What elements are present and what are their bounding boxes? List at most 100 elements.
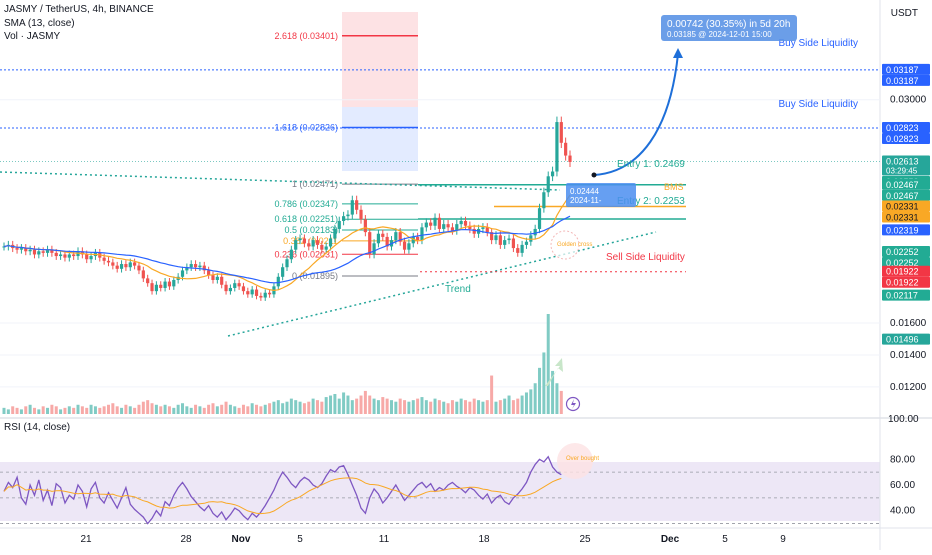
candle-body[interactable]: [472, 228, 476, 234]
candle-body[interactable]: [511, 238, 515, 249]
candle-body[interactable]: [315, 240, 320, 245]
candle-body[interactable]: [333, 228, 337, 239]
candle-body[interactable]: [102, 257, 106, 261]
price-tag[interactable]: [882, 121, 930, 133]
candle-body[interactable]: [141, 270, 145, 279]
candle-body[interactable]: [267, 292, 272, 295]
candle-body[interactable]: [520, 244, 524, 253]
candle-body[interactable]: [294, 240, 298, 250]
rsi-pane[interactable]: Over bought: [0, 443, 880, 525]
over-bought-marker[interactable]: [557, 443, 593, 479]
candle-body[interactable]: [324, 246, 328, 250]
candle-body[interactable]: [276, 276, 280, 287]
candle-body[interactable]: [524, 241, 529, 245]
price-tag[interactable]: [882, 132, 930, 144]
candle-body[interactable]: [193, 264, 198, 268]
candle-body[interactable]: [420, 227, 424, 241]
time-axis[interactable]: 21 28 Nov 5 11 18 25 Dec 5 9: [80, 534, 786, 545]
candle-body[interactable]: [485, 227, 489, 233]
candle-body[interactable]: [198, 265, 202, 268]
candle-body[interactable]: [154, 284, 158, 292]
candle-body[interactable]: [328, 238, 333, 247]
candle-body[interactable]: [507, 238, 511, 241]
candle-body[interactable]: [372, 243, 376, 255]
candle-body[interactable]: [250, 289, 254, 295]
candle-body[interactable]: [385, 236, 389, 247]
candle-body[interactable]: [19, 248, 24, 250]
candle-body[interactable]: [529, 235, 533, 242]
currency-label[interactable]: USDT: [890, 8, 918, 19]
candle-body[interactable]: [550, 171, 555, 177]
candle-body[interactable]: [119, 264, 124, 269]
candle-body[interactable]: [228, 287, 232, 292]
candle-body[interactable]: [376, 233, 381, 244]
price-axis[interactable]: 0.03000 0.01600 0.01400 0.01200 0.031870.031…: [882, 63, 930, 425]
candle-body[interactable]: [37, 251, 41, 255]
trend-line[interactable]: [227, 231, 657, 337]
candle-body[interactable]: [72, 254, 76, 257]
candle-body[interactable]: [128, 262, 132, 268]
candle-body[interactable]: [537, 208, 542, 229]
candle-body[interactable]: [320, 244, 324, 250]
candle-body[interactable]: [546, 176, 550, 193]
candle-body[interactable]: [54, 252, 58, 257]
candle-body[interactable]: [363, 219, 367, 233]
projection-anchor[interactable]: [591, 172, 597, 178]
price-tag[interactable]: [882, 289, 930, 301]
rsi-axis[interactable]: 80.00 60.00 40.00: [890, 454, 915, 516]
candle-body[interactable]: [259, 295, 263, 298]
candle-body[interactable]: [446, 224, 450, 228]
candle-body[interactable]: [89, 256, 93, 260]
candle-body[interactable]: [63, 254, 67, 258]
candle-body[interactable]: [263, 292, 267, 298]
candle-body[interactable]: [180, 270, 185, 277]
candle-body[interactable]: [289, 249, 293, 260]
price-tag[interactable]: [882, 155, 930, 176]
candle-body[interactable]: [490, 232, 494, 241]
candle-body[interactable]: [185, 267, 189, 271]
candle-body[interactable]: [442, 224, 446, 229]
candle-body[interactable]: [494, 235, 498, 241]
candle-body[interactable]: [381, 233, 385, 237]
candle-body[interactable]: [207, 270, 211, 276]
candle-body[interactable]: [241, 286, 246, 292]
upper-trend-line[interactable]: [0, 171, 561, 191]
candle-body[interactable]: [159, 284, 163, 288]
candle-body[interactable]: [163, 281, 167, 288]
candle-body[interactable]: [167, 281, 172, 287]
candle-body[interactable]: [124, 264, 128, 268]
price-tag[interactable]: [882, 224, 930, 236]
candle-body[interactable]: [237, 283, 241, 287]
candle-body[interactable]: [220, 276, 224, 285]
price-tag[interactable]: [882, 265, 930, 277]
candle-body[interactable]: [498, 235, 502, 245]
candle-body[interactable]: [559, 122, 563, 143]
position-box[interactable]: [566, 183, 636, 207]
candle-body[interactable]: [346, 214, 350, 217]
candle-body[interactable]: [402, 241, 407, 250]
candle-body[interactable]: [311, 240, 315, 247]
volume-legend[interactable]: Vol · JASMY: [4, 31, 61, 42]
candle-body[interactable]: [246, 291, 250, 295]
candle-body[interactable]: [32, 249, 37, 255]
candle-body[interactable]: [302, 238, 307, 244]
rsi-legend[interactable]: RSI (14, close): [4, 422, 71, 433]
candle-body[interactable]: [564, 142, 568, 156]
sma-legend[interactable]: SMA (13, close): [4, 18, 75, 29]
candle-body[interactable]: [59, 254, 63, 257]
candle-body[interactable]: [307, 243, 311, 247]
candle-body[interactable]: [411, 236, 415, 244]
candle-body[interactable]: [2, 246, 6, 248]
candle-body[interactable]: [568, 155, 572, 162]
candle-body[interactable]: [459, 220, 463, 225]
symbol-legend[interactable]: JASMY / TetherUS, 4h, BINANCE: [4, 4, 154, 15]
price-tag[interactable]: [882, 74, 930, 86]
candle-body[interactable]: [503, 240, 507, 245]
candle-body[interactable]: [211, 275, 215, 280]
price-tag[interactable]: [882, 178, 930, 190]
price-tag[interactable]: [882, 189, 930, 201]
candle-body[interactable]: [24, 248, 28, 252]
candle-body[interactable]: [172, 279, 176, 287]
candle-body[interactable]: [50, 249, 54, 253]
